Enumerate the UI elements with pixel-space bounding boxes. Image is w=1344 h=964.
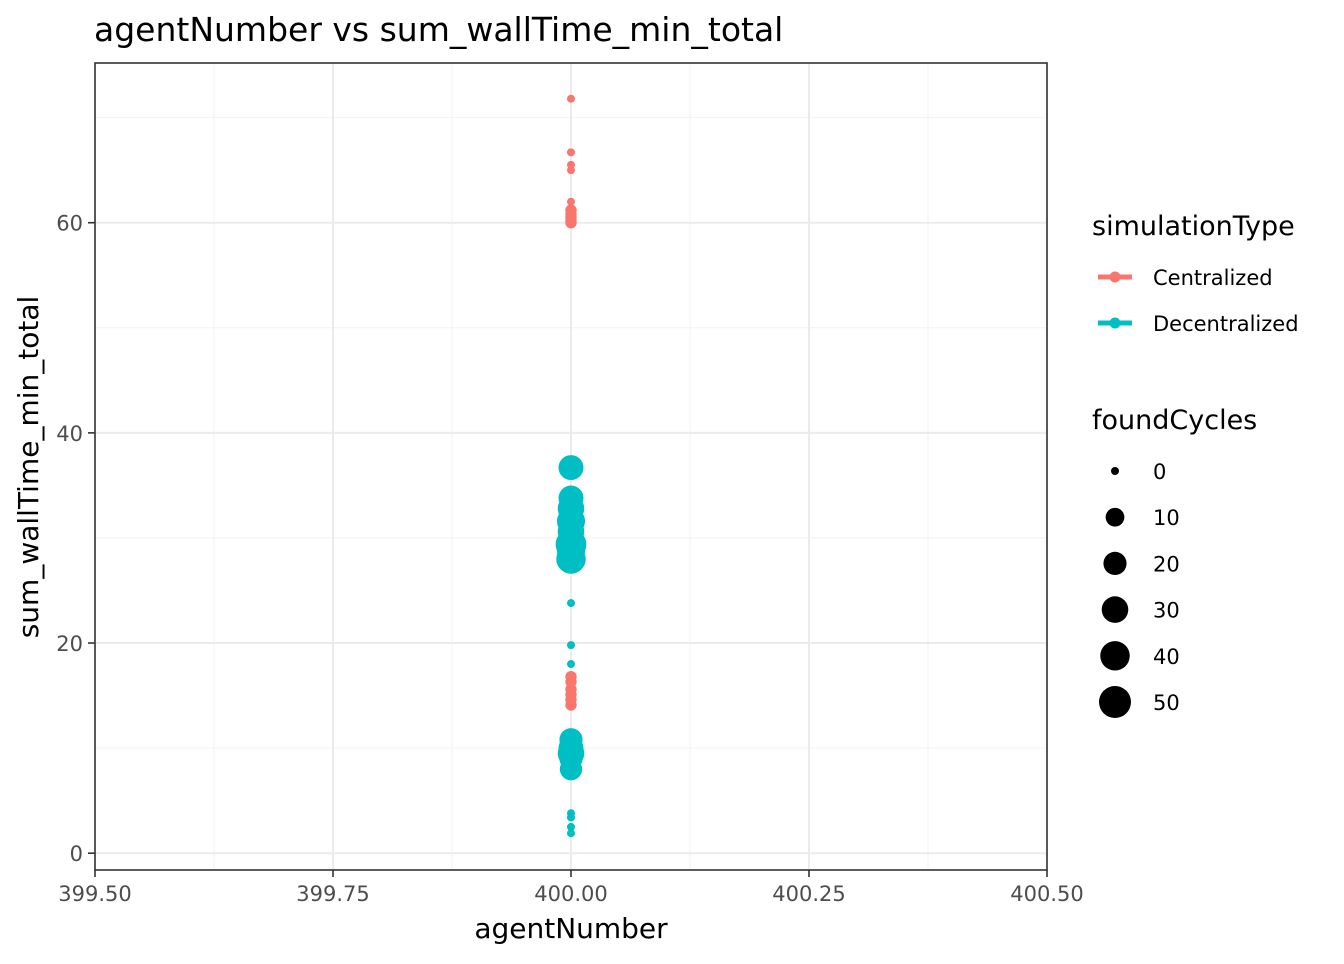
color-legend-key-dot: [1109, 271, 1121, 283]
data-point-centralized: [567, 94, 575, 103]
size-legend-key: [1103, 551, 1127, 575]
chart-title: agentNumber vs sum_wallTime_min_total: [94, 10, 783, 49]
data-point-decentralized: [556, 544, 586, 574]
data-point-decentralized: [567, 641, 575, 650]
size-legend-key: [1105, 507, 1125, 527]
data-point-decentralized: [567, 813, 575, 822]
y-tick-label: 40: [56, 422, 83, 446]
data-point-centralized: [567, 148, 575, 157]
data-point-centralized: [567, 197, 575, 206]
plot-area: 399.50 399.75 400.00 400.25 400.50 0 20 40 60: [56, 62, 1084, 906]
data-point-centralized: [567, 166, 575, 175]
y-tick-label: 60: [56, 212, 83, 236]
color-legend-label: Decentralized: [1153, 312, 1299, 336]
color-legend-label: Centralized: [1153, 266, 1273, 290]
x-tick-label: 400.50: [1010, 882, 1083, 906]
data-point-decentralized: [567, 599, 575, 608]
data-point-decentralized: [567, 822, 575, 831]
x-tick-label: 400.00: [534, 882, 607, 906]
x-tick-label: 399.50: [58, 882, 131, 906]
data-point-centralized: [565, 699, 577, 711]
size-legend-label: 50: [1153, 691, 1180, 715]
size-legend-label: 40: [1153, 645, 1180, 669]
y-tick-label: 0: [70, 842, 83, 866]
size-legend-label: 20: [1153, 552, 1180, 576]
color-legend-key-dot: [1109, 317, 1121, 329]
legend: simulationType Centralized Decentralized fo…: [1092, 211, 1299, 718]
data-point-decentralized: [567, 660, 575, 669]
data-point-centralized: [565, 217, 577, 229]
y-tick-label: 20: [56, 632, 83, 656]
color-legend-title: simulationType: [1092, 211, 1295, 242]
size-legend-key: [1099, 686, 1131, 718]
size-legend-label: 0: [1153, 460, 1166, 484]
data-point-decentralized: [558, 455, 584, 481]
y-axis-title: sum_wallTime_min_total: [12, 296, 45, 639]
x-tick-label: 400.25: [772, 882, 845, 906]
size-legend-key: [1100, 641, 1130, 671]
x-axis-title: agentNumber: [474, 912, 668, 945]
data-point-decentralized: [567, 829, 575, 838]
size-legend-key: [1101, 596, 1129, 623]
size-legend-key: [1111, 467, 1119, 475]
data-point-decentralized: [559, 757, 583, 781]
x-tick-label: 399.75: [296, 882, 369, 906]
size-legend-title: foundCycles: [1092, 405, 1257, 436]
size-legend-label: 30: [1153, 599, 1180, 623]
size-legend-label: 10: [1153, 506, 1180, 530]
